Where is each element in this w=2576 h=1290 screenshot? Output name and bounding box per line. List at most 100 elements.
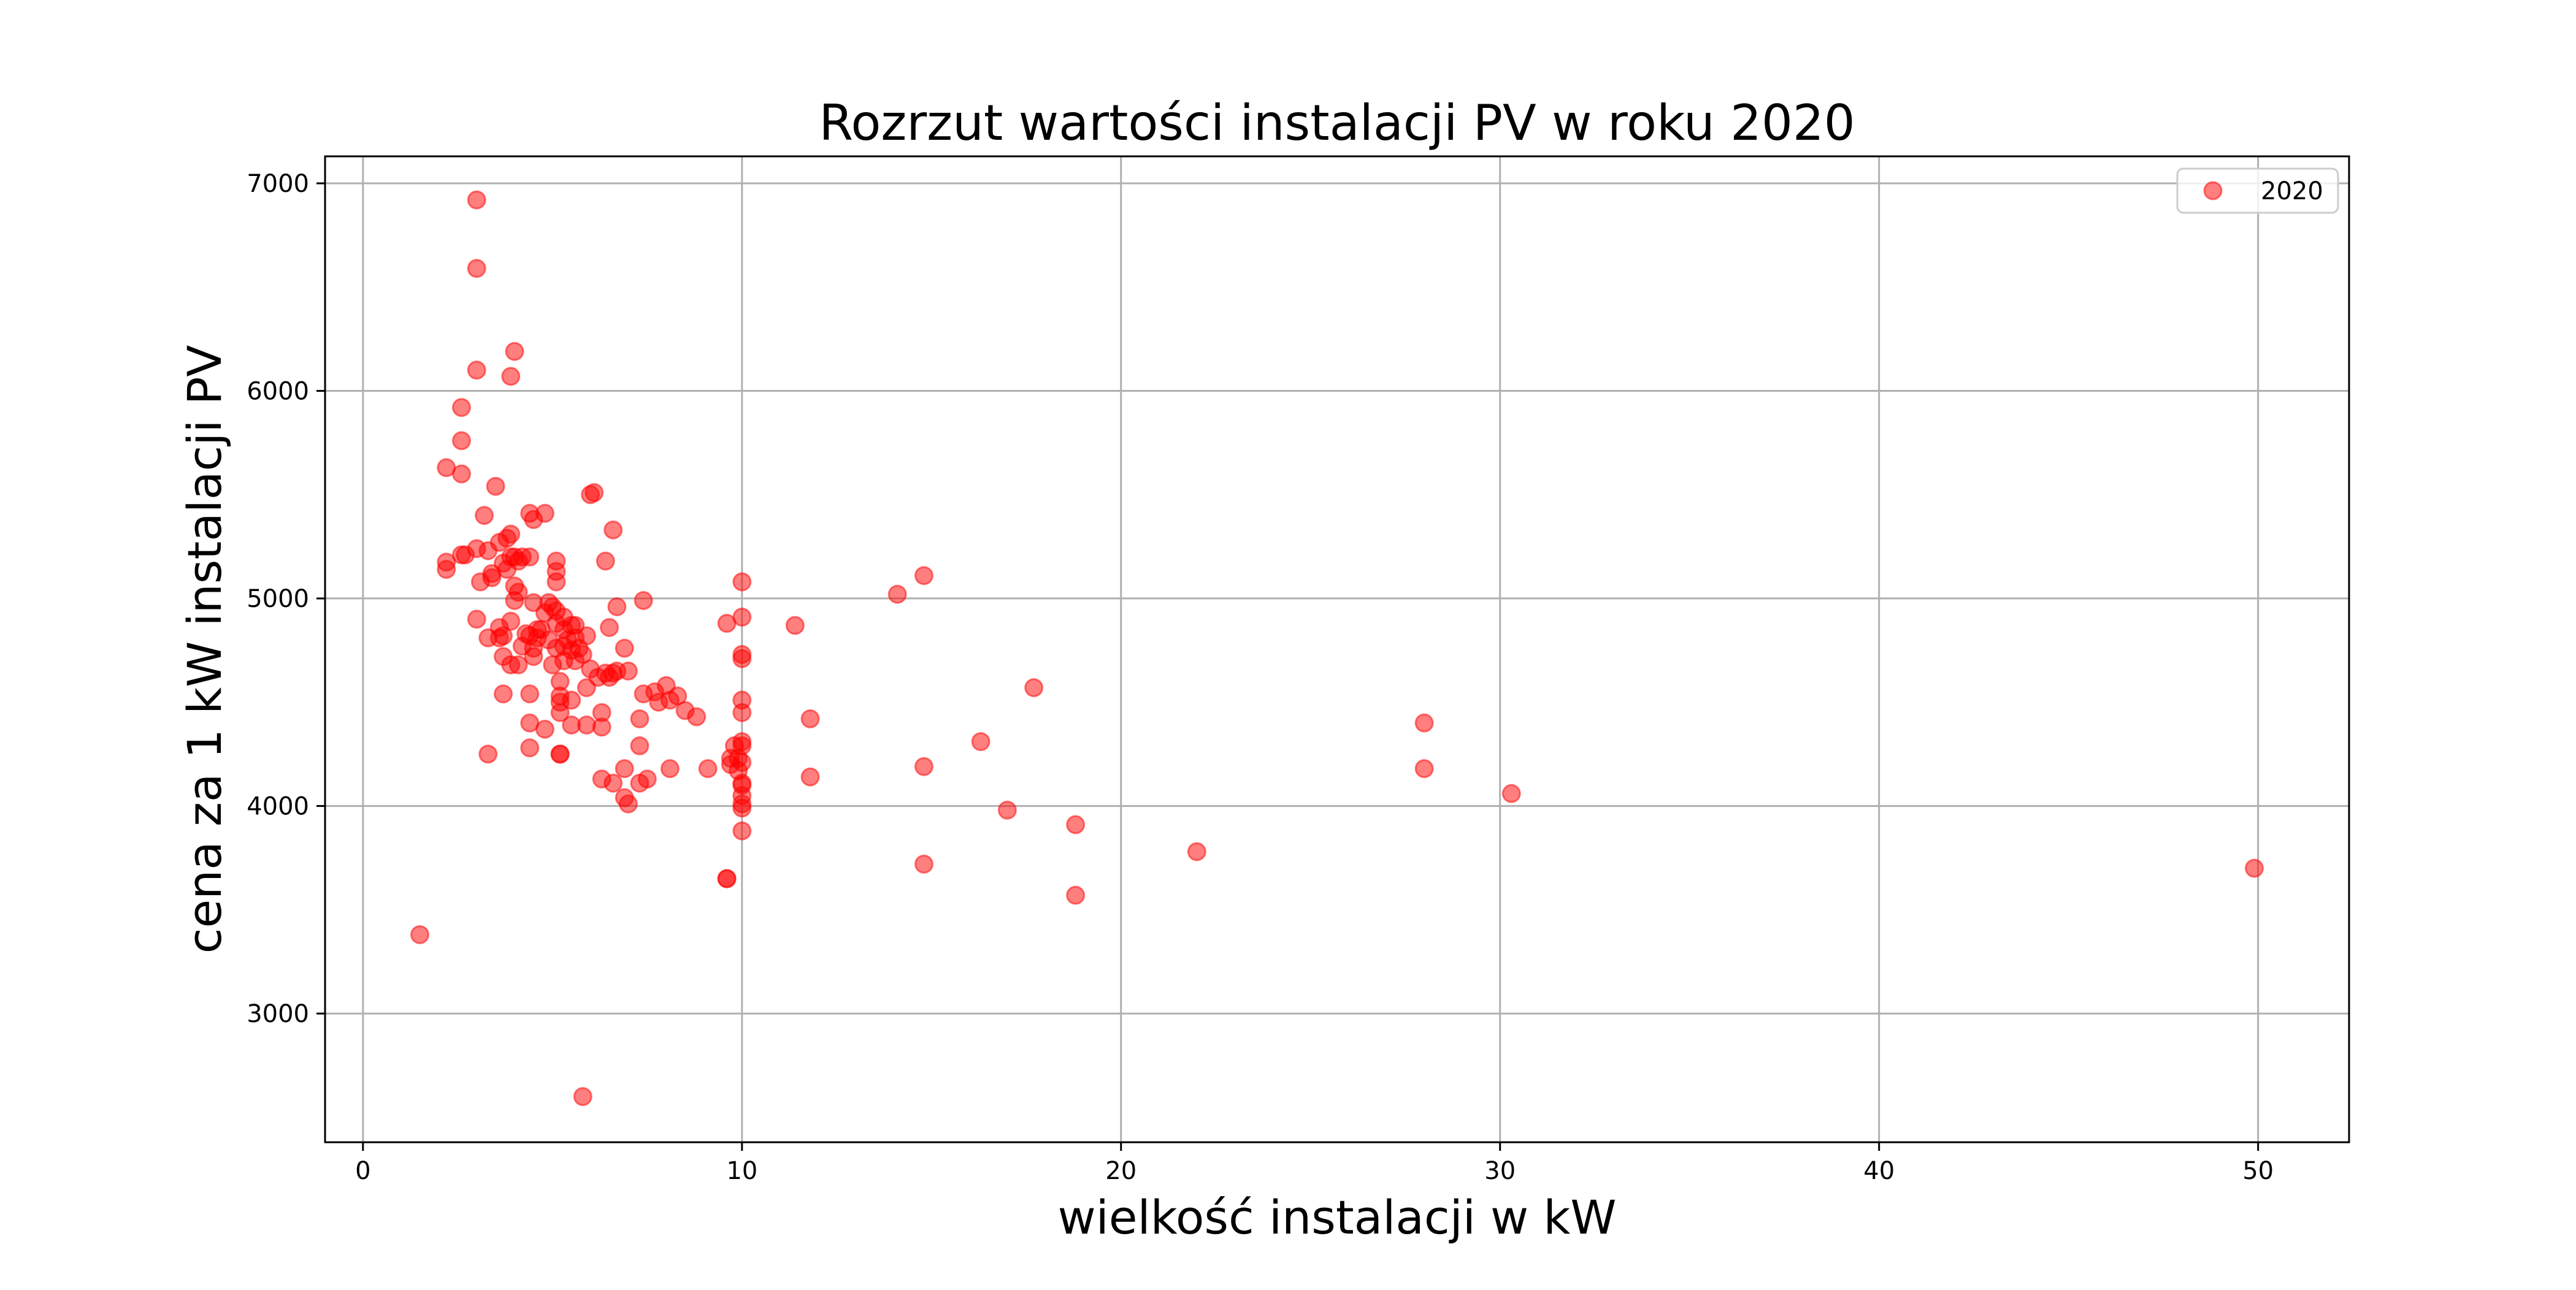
data-point: [535, 503, 554, 523]
scatter-points: [410, 190, 2264, 1107]
data-point: [732, 572, 752, 592]
data-point: [607, 597, 627, 617]
data-point: [535, 719, 554, 739]
data-point: [493, 684, 513, 704]
x-axis-label: wielkość instalacji w kW: [1057, 1190, 1616, 1245]
y-tick-label: 3000: [247, 1000, 309, 1028]
y-axis-label: cena za 1 kW instalacji PV: [177, 345, 232, 954]
data-point: [520, 684, 540, 704]
data-point: [475, 506, 494, 525]
data-point: [800, 709, 820, 728]
data-point: [698, 759, 718, 779]
data-point: [732, 798, 752, 818]
data-point: [508, 655, 528, 674]
grid-lines: [325, 156, 2349, 1142]
data-point: [615, 759, 634, 779]
data-point: [501, 367, 521, 386]
data-point: [577, 626, 596, 646]
data-point: [550, 703, 570, 722]
data-point: [467, 361, 486, 380]
data-point: [573, 1087, 592, 1107]
data-point: [592, 717, 611, 737]
data-point: [604, 520, 623, 540]
plot-frame: [324, 155, 2350, 1143]
data-point: [562, 690, 581, 710]
data-point: [887, 584, 907, 604]
data-point: [732, 703, 752, 722]
data-point: [615, 638, 634, 658]
data-point: [997, 800, 1017, 820]
legend-marker: [2203, 181, 2223, 200]
data-point: [467, 190, 486, 210]
data-point: [437, 552, 456, 572]
data-point: [596, 551, 615, 571]
data-point: [732, 649, 752, 668]
data-point: [501, 611, 521, 631]
data-point: [451, 398, 471, 418]
x-tick-label: 20: [1105, 1157, 1137, 1185]
data-point: [732, 821, 752, 841]
data-point: [501, 524, 521, 544]
y-tick-label: 7000: [247, 170, 309, 198]
data-point: [451, 431, 471, 451]
data-point: [524, 647, 543, 666]
data-point: [482, 568, 502, 587]
data-point: [520, 738, 540, 758]
data-point: [717, 869, 737, 888]
x-tick-label: 0: [355, 1157, 370, 1185]
data-point: [2245, 858, 2264, 878]
data-point: [971, 732, 991, 752]
data-point: [1024, 678, 1044, 698]
y-tick-label: 4000: [247, 793, 309, 821]
legend-box: [2176, 167, 2339, 214]
data-point: [1501, 784, 1521, 803]
data-point: [1066, 815, 1086, 834]
data-point: [451, 464, 471, 484]
y-tick-label: 5000: [247, 585, 309, 613]
x-tick-label: 40: [1863, 1157, 1895, 1185]
data-point: [467, 609, 486, 629]
data-point: [1187, 842, 1206, 861]
data-point: [732, 736, 752, 755]
data-point: [604, 773, 623, 793]
legend-label: 2020: [2261, 177, 2323, 205]
x-tick-label: 10: [726, 1157, 757, 1185]
data-point: [660, 759, 680, 779]
data-point: [914, 854, 933, 874]
data-point: [785, 616, 805, 635]
data-point: [505, 342, 524, 361]
data-point: [668, 686, 688, 706]
data-point: [520, 547, 540, 567]
data-point: [732, 608, 752, 627]
data-point: [914, 757, 933, 776]
data-point: [599, 617, 619, 637]
data-point: [410, 925, 429, 944]
x-tick-label: 50: [2242, 1157, 2274, 1185]
data-point: [467, 259, 486, 278]
data-point: [687, 707, 707, 727]
data-point: [637, 769, 657, 789]
data-point: [585, 483, 604, 502]
data-point: [630, 709, 650, 728]
data-point: [573, 644, 592, 664]
data-point: [546, 572, 566, 592]
data-point: [508, 582, 528, 602]
data-point: [800, 767, 820, 787]
data-point: [732, 752, 752, 772]
x-tick-label: 30: [1484, 1157, 1516, 1185]
data-point: [1414, 759, 1434, 779]
chart-title: Rozrzut wartości instalacji PV w roku 20…: [819, 94, 1855, 151]
data-point: [1066, 885, 1086, 905]
data-point: [618, 662, 638, 681]
data-point: [1414, 713, 1434, 733]
data-point: [618, 794, 638, 814]
y-tick-label: 6000: [247, 378, 309, 406]
data-point: [493, 626, 513, 646]
data-point: [634, 590, 653, 610]
data-point: [914, 566, 933, 586]
data-point: [630, 736, 650, 755]
data-point: [486, 476, 505, 496]
data-point: [478, 744, 498, 764]
